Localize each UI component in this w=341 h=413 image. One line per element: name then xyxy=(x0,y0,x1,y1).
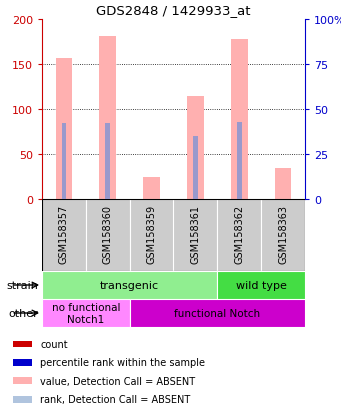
Bar xyxy=(143,177,160,199)
Text: GSM158362: GSM158362 xyxy=(234,204,244,263)
Bar xyxy=(217,271,305,299)
Bar xyxy=(100,37,116,199)
Text: value, Detection Call = ABSENT: value, Detection Call = ABSENT xyxy=(40,376,195,386)
Bar xyxy=(174,199,217,271)
Bar xyxy=(237,122,242,199)
Text: GSM158361: GSM158361 xyxy=(190,204,201,263)
Bar xyxy=(61,123,66,199)
Text: wild type: wild type xyxy=(236,280,286,290)
Bar xyxy=(13,359,32,366)
Bar xyxy=(275,168,292,199)
Text: rank, Detection Call = ABSENT: rank, Detection Call = ABSENT xyxy=(40,394,190,404)
Bar xyxy=(13,396,32,403)
Bar xyxy=(187,96,204,199)
Bar xyxy=(42,299,130,327)
Text: other: other xyxy=(9,308,39,318)
Text: transgenic: transgenic xyxy=(100,280,159,290)
Bar xyxy=(105,123,110,199)
Bar xyxy=(130,299,305,327)
Bar xyxy=(42,271,217,299)
Bar xyxy=(86,199,130,271)
Bar xyxy=(42,199,86,271)
Bar xyxy=(231,40,248,199)
Text: GSM158357: GSM158357 xyxy=(59,204,69,263)
Text: GSM158363: GSM158363 xyxy=(278,204,288,263)
Text: no functional
Notch1: no functional Notch1 xyxy=(51,302,120,325)
Bar xyxy=(193,137,198,199)
Bar xyxy=(13,377,32,384)
Text: GSM158359: GSM158359 xyxy=(147,204,157,263)
Bar xyxy=(261,199,305,271)
Bar xyxy=(13,341,32,347)
Bar xyxy=(217,199,261,271)
Bar xyxy=(56,59,72,199)
Text: strain: strain xyxy=(7,280,39,290)
Text: count: count xyxy=(40,339,68,349)
Bar xyxy=(130,199,174,271)
Text: GSM158360: GSM158360 xyxy=(103,204,113,263)
Title: GDS2848 / 1429933_at: GDS2848 / 1429933_at xyxy=(96,5,251,17)
Text: functional Notch: functional Notch xyxy=(174,308,261,318)
Text: percentile rank within the sample: percentile rank within the sample xyxy=(40,358,205,368)
